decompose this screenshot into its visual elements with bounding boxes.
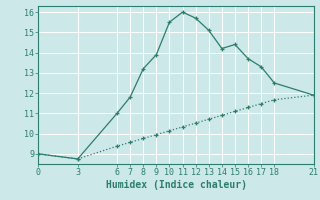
X-axis label: Humidex (Indice chaleur): Humidex (Indice chaleur) xyxy=(106,180,246,190)
